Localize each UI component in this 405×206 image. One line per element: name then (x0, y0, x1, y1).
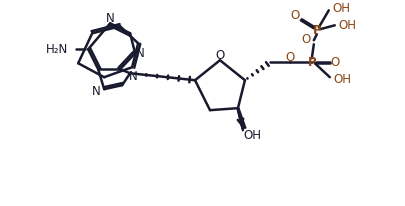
Text: OH: OH (242, 129, 260, 142)
Text: N: N (128, 70, 137, 83)
Text: OH: OH (332, 2, 350, 15)
Text: O: O (329, 56, 339, 69)
Text: OH: OH (333, 73, 351, 86)
Text: N: N (91, 85, 100, 98)
Text: N: N (135, 47, 144, 60)
Text: O: O (301, 33, 310, 46)
Text: O: O (290, 9, 299, 22)
Text: O: O (215, 49, 224, 62)
Text: P: P (312, 24, 320, 37)
Text: H₂N: H₂N (46, 43, 68, 56)
Text: P: P (307, 56, 315, 69)
Polygon shape (237, 108, 245, 128)
Text: O: O (285, 51, 294, 64)
Text: OH: OH (338, 19, 356, 32)
Text: N: N (106, 12, 114, 25)
